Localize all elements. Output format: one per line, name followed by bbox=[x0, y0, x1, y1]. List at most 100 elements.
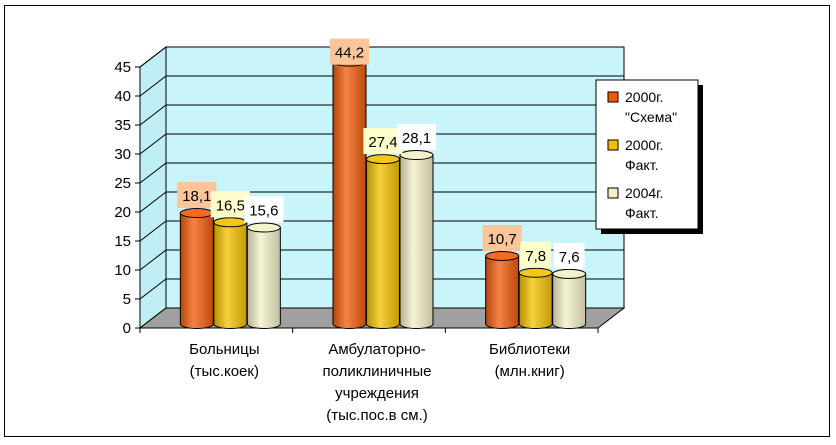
data-label: 10,7 bbox=[482, 224, 522, 251]
bar bbox=[552, 268, 587, 329]
y-tick-label: 15 bbox=[114, 233, 131, 250]
y-tick-label: 25 bbox=[114, 175, 131, 192]
bar-top bbox=[485, 250, 520, 261]
category-label-line: Больницы bbox=[189, 341, 259, 358]
data-label: 28,1 bbox=[396, 124, 437, 151]
gridline bbox=[139, 220, 624, 242]
category-label: Амбулаторно-поликлиничные учреждения (тыс.… bbox=[322, 341, 431, 424]
gridline bbox=[139, 278, 624, 300]
bar-body bbox=[366, 158, 400, 329]
category-label-line: Амбулаторно- bbox=[328, 341, 425, 358]
data-label-text: 7,6 bbox=[559, 249, 580, 266]
legend-swatch bbox=[607, 91, 619, 103]
bar bbox=[332, 56, 367, 329]
bar bbox=[518, 267, 553, 329]
bar-body bbox=[399, 154, 434, 329]
y-tick-label: 10 bbox=[114, 262, 131, 279]
data-label-text: 27,4 bbox=[368, 134, 397, 151]
data-label-text: 18,1 bbox=[182, 188, 211, 205]
bar bbox=[213, 217, 248, 329]
y-tick-label: 20 bbox=[114, 204, 131, 221]
plot-side-wall bbox=[139, 45, 167, 330]
legend-label: Факт. bbox=[625, 157, 658, 173]
y-tick-label: 5 bbox=[123, 291, 131, 308]
gridline bbox=[139, 133, 624, 155]
gridline bbox=[139, 191, 624, 213]
data-label-bg bbox=[329, 38, 370, 65]
bar bbox=[179, 208, 214, 329]
y-tick-label: 45 bbox=[114, 59, 131, 76]
legend-box bbox=[595, 79, 699, 230]
category-label-line: Библиотеки bbox=[489, 341, 570, 358]
data-label-bg bbox=[520, 241, 552, 268]
category-label-line: (тыс.коек) bbox=[190, 363, 259, 380]
data-label-text: 10,7 bbox=[488, 231, 517, 248]
bar-body bbox=[332, 61, 367, 329]
y-tick-label: 30 bbox=[114, 146, 131, 163]
gridline bbox=[139, 249, 624, 271]
data-label-bg bbox=[553, 242, 585, 269]
y-tick-label: 0 bbox=[123, 320, 131, 337]
legend-item: 2000г. "Схема" bbox=[607, 89, 677, 125]
bar-top bbox=[213, 217, 248, 228]
bar-top bbox=[366, 154, 400, 165]
legend-swatch bbox=[607, 139, 619, 151]
data-label-text: 44,2 bbox=[335, 45, 364, 62]
category-label-line: (тыс.пос.в см.) bbox=[326, 407, 428, 424]
bar-body bbox=[246, 227, 281, 329]
data-label: 18,1 bbox=[177, 182, 217, 209]
bar-body bbox=[213, 221, 248, 329]
category-label: Больницы (тыс.коек) bbox=[189, 341, 259, 380]
bar-top bbox=[552, 268, 587, 279]
data-label: 7,8 bbox=[520, 241, 552, 268]
bar-body bbox=[179, 212, 214, 329]
bar-top bbox=[518, 267, 553, 278]
data-label-bg bbox=[244, 196, 284, 223]
data-label-bg bbox=[482, 224, 522, 251]
category-label-line: поликлиничные bbox=[322, 363, 431, 380]
gridlines bbox=[139, 46, 624, 329]
data-label-bg bbox=[177, 182, 217, 209]
bar bbox=[399, 150, 434, 329]
legend-label: 2000г. bbox=[625, 89, 663, 105]
legend-label: 2004г. bbox=[625, 185, 663, 201]
data-label: 44,2 bbox=[329, 38, 370, 65]
y-tick-label: 35 bbox=[114, 117, 131, 134]
data-label-text: 28,1 bbox=[402, 130, 431, 147]
bar-top bbox=[179, 208, 214, 219]
legend-label: 2000г. bbox=[625, 137, 663, 153]
data-label-bg bbox=[210, 191, 250, 218]
category-label-line: (млн.книг) bbox=[495, 363, 565, 380]
category-label-line: учреждения bbox=[335, 385, 419, 402]
data-label-bg bbox=[396, 124, 437, 151]
bar-body bbox=[518, 272, 553, 329]
data-label-bg bbox=[363, 128, 403, 155]
data-label: 15,6 bbox=[244, 196, 284, 223]
bar bbox=[485, 250, 520, 329]
gridline bbox=[139, 46, 624, 68]
data-label: 16,5 bbox=[210, 191, 250, 218]
gridline bbox=[139, 75, 624, 97]
legend-label: Факт. bbox=[625, 205, 658, 221]
gridline bbox=[139, 104, 624, 126]
y-tick-label: 40 bbox=[114, 88, 131, 105]
data-label: 7,6 bbox=[553, 242, 585, 269]
bar-top bbox=[399, 150, 434, 161]
legend-item: 2004г. Факт. bbox=[607, 185, 663, 221]
bar-top bbox=[246, 222, 281, 233]
bar bbox=[366, 154, 400, 329]
data-label-text: 15,6 bbox=[249, 203, 278, 220]
bar bbox=[246, 222, 281, 329]
legend: 2000г. "Схема" 2000г. Факт. 2004г. Факт. bbox=[595, 79, 703, 234]
category-label: Библиотеки (млн.книг) bbox=[489, 341, 570, 380]
legend-swatch bbox=[607, 187, 619, 199]
gridline bbox=[139, 162, 624, 184]
data-label: 27,4 bbox=[363, 128, 403, 155]
legend-label: "Схема" bbox=[625, 109, 677, 125]
data-label-text: 7,8 bbox=[525, 248, 546, 265]
data-label-text: 16,5 bbox=[216, 197, 245, 214]
bar-body bbox=[485, 255, 520, 329]
legend-item: 2000г. Факт. bbox=[607, 137, 663, 173]
bar-body bbox=[552, 273, 587, 329]
